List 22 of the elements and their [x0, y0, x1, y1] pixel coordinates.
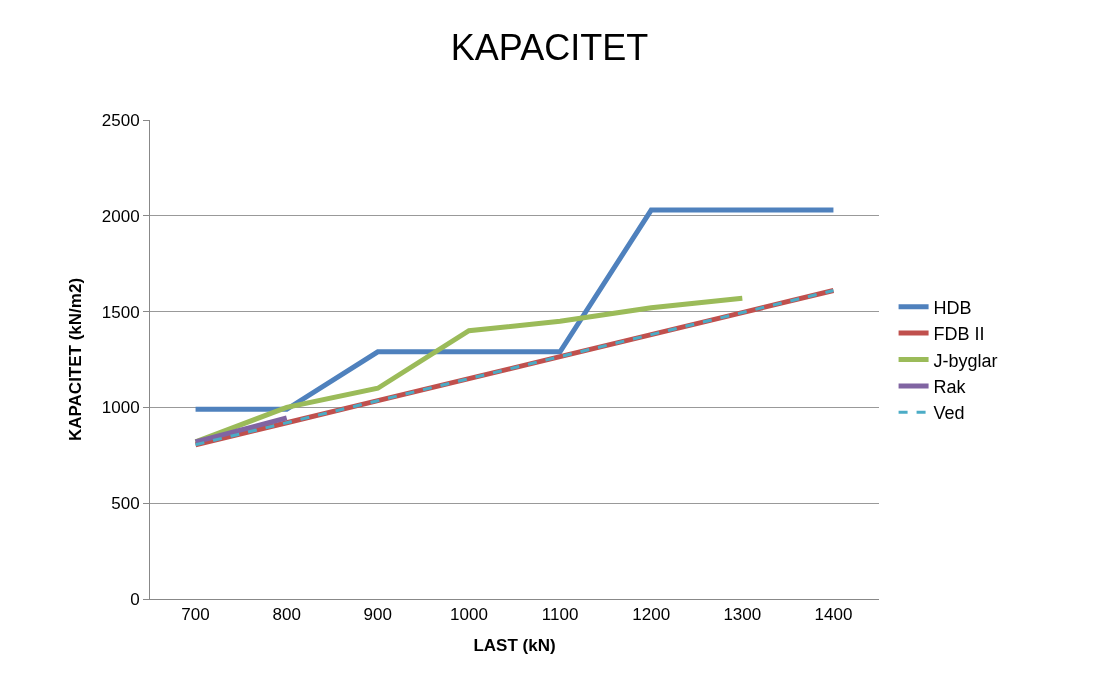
x-tick-label: 900	[363, 605, 392, 625]
legend-label: HDB	[933, 297, 972, 318]
y-tick-label: 2500	[101, 110, 140, 130]
x-tick-label: 800	[272, 605, 301, 625]
y-tick-label: 1500	[101, 302, 140, 322]
x-tick-label: 1300	[723, 605, 762, 625]
y-axis-title: KAPACITET (kN/m2)	[66, 277, 86, 442]
x-tick-label: 1400	[814, 605, 853, 625]
chart-title: KAPACITET	[450, 26, 649, 68]
x-tick-label: 1000	[450, 605, 488, 625]
y-tick-label: 2000	[101, 206, 140, 226]
x-tick-label: 700	[181, 605, 210, 625]
y-tick-label: 500	[111, 494, 140, 514]
legend-label: J-byglar	[933, 350, 998, 371]
legend-label: Ved	[933, 403, 965, 424]
legend-label: Rak	[933, 376, 967, 397]
x-tick-label: 1200	[632, 605, 671, 625]
y-tick-label: 1000	[101, 398, 140, 418]
x-axis-title: LAST (kN)	[473, 635, 556, 655]
legend-label: FDB II	[933, 324, 985, 345]
x-tick-label: 1100	[541, 605, 579, 625]
y-tick-label: 0	[130, 589, 140, 609]
